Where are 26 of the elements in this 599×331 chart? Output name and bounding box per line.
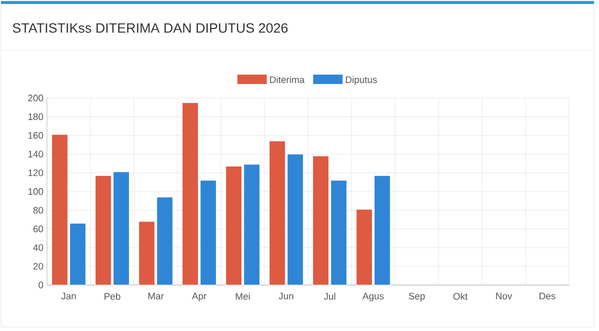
y-tick-label: 180 — [28, 113, 44, 120]
y-tick-label: 120 — [28, 169, 44, 176]
y-tick-label: 0 — [38, 282, 44, 288]
x-tick-label: Apr — [192, 292, 206, 302]
x-tick-label: Okt — [453, 292, 468, 300]
chart-title: STATISTIKss DITERIMA DAN DIPUTUS 2026 — [12, 23, 288, 33]
x-tick-label: Agus — [362, 292, 384, 302]
y-tick-label: 60 — [33, 226, 44, 232]
legend-label: Diterima — [270, 76, 305, 84]
x-tick-label: Peb — [104, 292, 120, 300]
x-tick-label: Mar — [148, 292, 164, 300]
y-tick-label: 200 — [28, 94, 44, 102]
x-tick-label: Sep — [408, 292, 425, 302]
legend-label: Diputus — [346, 76, 377, 85]
x-tick-label: Jan — [61, 292, 76, 300]
x-tick-label: Jun — [278, 292, 294, 300]
y-tick-label: 160 — [28, 132, 44, 139]
y-tick-label: 140 — [28, 150, 44, 158]
y-tick-label: 40 — [33, 244, 44, 251]
x-tick-label: Nov — [496, 292, 512, 300]
x-tick-label: Des — [540, 292, 556, 300]
x-tick-label: Jul — [324, 292, 336, 300]
x-tick-label: Mei — [236, 292, 250, 300]
y-tick-label: 20 — [33, 262, 44, 270]
y-tick-label: 80 — [33, 206, 44, 214]
y-tick-label: 100 — [28, 188, 44, 195]
